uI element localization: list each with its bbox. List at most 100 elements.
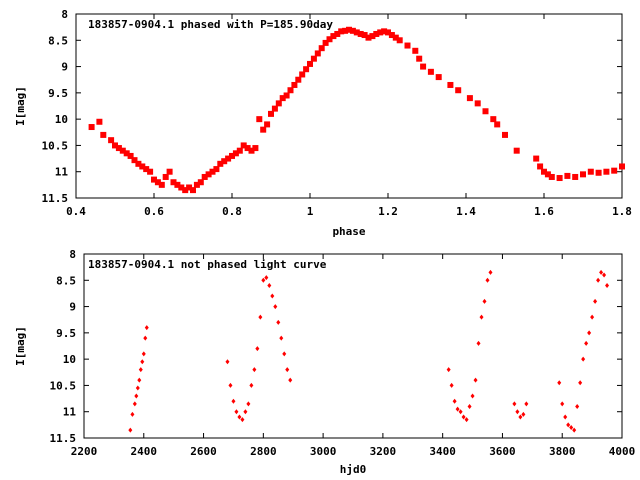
raw-y-ticks: 8 8.5 9 9.5 10 10.5 11 11.5 [50, 248, 622, 445]
data-point [310, 55, 317, 62]
data-point [605, 283, 610, 289]
y-tick-label: 10 [55, 113, 68, 126]
data-point [595, 169, 602, 176]
data-point [178, 184, 185, 191]
data-point [361, 32, 368, 39]
data-point [593, 298, 598, 304]
data-point [557, 380, 562, 386]
data-point [287, 87, 294, 94]
data-point [174, 181, 181, 188]
data-point [135, 160, 142, 167]
data-point [502, 131, 508, 138]
data-point [190, 187, 196, 194]
data-point [572, 173, 579, 180]
data-point [563, 414, 568, 420]
data-point [392, 34, 399, 41]
data-point [283, 92, 290, 99]
data-point [270, 293, 275, 299]
data-point [518, 414, 523, 420]
data-point [154, 179, 161, 186]
data-point [260, 126, 267, 133]
data-point [435, 74, 442, 81]
x-tick-label: 3600 [489, 445, 516, 458]
data-point [285, 367, 290, 373]
data-point [381, 28, 388, 35]
data-point [255, 346, 260, 352]
data-point [512, 401, 517, 407]
data-point [470, 393, 475, 399]
y-tick-label: 9 [61, 61, 68, 74]
raw-y-axis-label: I[mag] [14, 326, 27, 366]
data-point [373, 30, 380, 37]
data-point [447, 81, 454, 88]
x-tick-label: 1 [307, 205, 314, 218]
data-point [276, 319, 281, 325]
data-point [186, 184, 193, 191]
data-point [240, 417, 245, 423]
data-point [515, 409, 520, 415]
data-point [602, 272, 607, 278]
data-point [132, 401, 137, 407]
data-point [566, 422, 571, 428]
y-tick-label: 8.5 [56, 274, 76, 287]
data-point [461, 414, 466, 420]
data-point [575, 403, 580, 409]
data-point [128, 427, 133, 433]
data-point [134, 393, 139, 399]
data-point [127, 152, 134, 159]
data-point [119, 147, 126, 154]
data-point [143, 335, 148, 341]
data-point [138, 367, 143, 373]
data-point [229, 152, 235, 159]
data-point [521, 411, 526, 417]
y-tick-label: 9.5 [48, 87, 68, 100]
data-point [295, 76, 302, 83]
raw-data-points [128, 269, 610, 433]
data-point [115, 145, 122, 152]
x-tick-label: 1.4 [456, 205, 476, 218]
data-point [307, 60, 313, 67]
data-point [144, 325, 149, 331]
x-tick-label: 3400 [429, 445, 456, 458]
data-point [485, 277, 490, 283]
x-tick-label: 1.6 [534, 205, 554, 218]
data-point [256, 116, 263, 123]
data-point [449, 382, 454, 388]
x-tick-label: 2400 [131, 445, 158, 458]
data-point [273, 304, 278, 310]
data-point [170, 179, 177, 186]
data-point [385, 29, 391, 36]
data-point [611, 167, 618, 174]
y-tick-label: 10 [63, 353, 76, 366]
data-point [581, 356, 586, 362]
data-point [258, 314, 263, 320]
data-point [580, 171, 586, 178]
data-point [357, 30, 364, 37]
data-point [275, 100, 282, 107]
x-tick-label: 2800 [250, 445, 277, 458]
data-point [326, 36, 333, 43]
data-point [205, 171, 212, 178]
data-point [151, 176, 157, 183]
data-point [513, 147, 520, 154]
x-tick-label: 0.6 [144, 205, 164, 218]
data-point [482, 298, 487, 304]
x-tick-label: 2600 [190, 445, 217, 458]
data-point [599, 269, 604, 275]
data-point [279, 95, 286, 102]
data-point [388, 32, 395, 39]
data-point [427, 68, 434, 75]
y-tick-label: 9 [69, 301, 76, 314]
data-point [578, 380, 583, 386]
data-point [482, 108, 489, 115]
data-point [544, 171, 551, 178]
data-point [455, 87, 462, 94]
raw-x-ticks: 2200 2400 2600 2800 3000 3200 3400 3600 3800 4000 [71, 254, 635, 458]
data-point [221, 158, 228, 165]
phased-x-axis-label: phase [332, 225, 365, 238]
data-point [237, 414, 242, 420]
data-point [474, 100, 481, 107]
data-point [288, 377, 293, 383]
data-point [458, 409, 463, 415]
y-tick-label: 8 [61, 8, 68, 21]
